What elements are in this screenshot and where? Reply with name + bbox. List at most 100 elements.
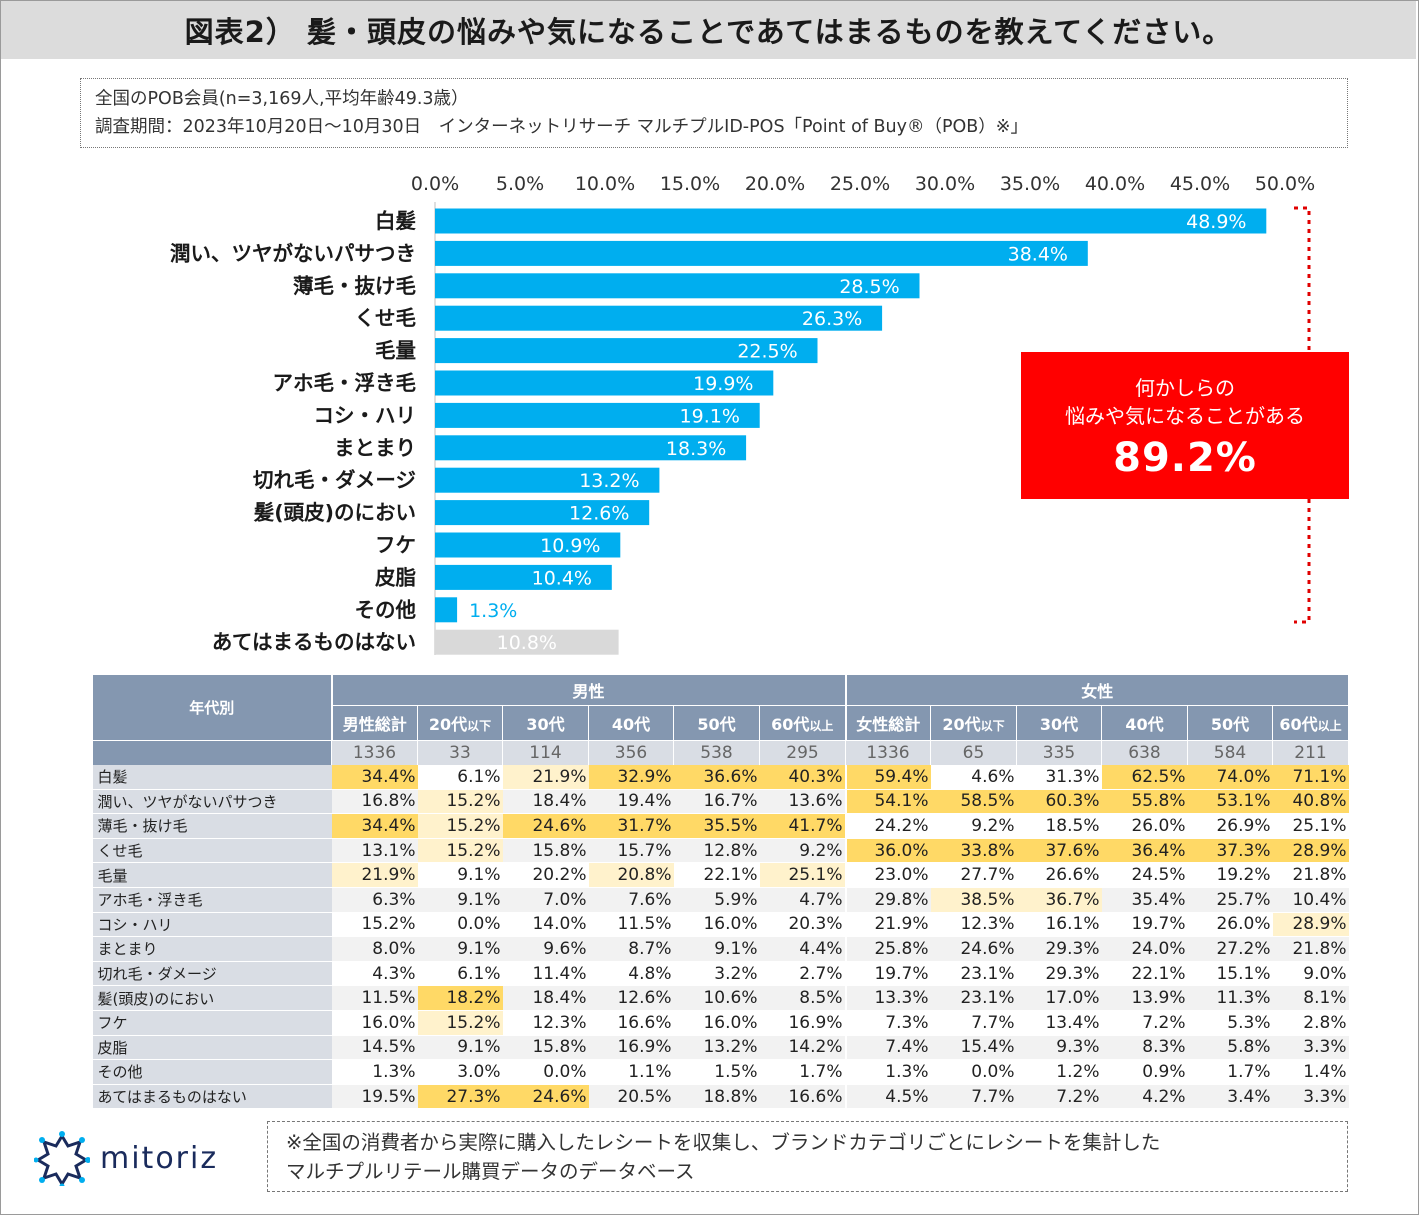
table-cell: 15.2% xyxy=(331,912,418,938)
category-label: くせ毛 xyxy=(355,306,417,330)
bar xyxy=(435,532,621,558)
table-cell: 14.5% xyxy=(331,1035,418,1061)
table-cell: 12.3% xyxy=(502,1010,589,1036)
table-cell: 0.0% xyxy=(417,912,503,938)
table-row: 切れ毛・ダメージ 4.3% 6.1% 11.4% 4.8% 3.2% 2.7% 19.7% 23… xyxy=(92,961,1349,987)
x-tick-label: 50.0% xyxy=(1255,173,1315,195)
group-header-female: 女性 xyxy=(845,674,1349,706)
table-cell: 7.7% xyxy=(930,1084,1017,1110)
bar xyxy=(435,273,920,299)
table-cell: 9.2% xyxy=(930,813,1017,839)
category-label: 潤い、ツヤがないパサつき xyxy=(170,241,416,265)
row-label: コシ・ハリ xyxy=(92,912,332,938)
table-cell: 38.5% xyxy=(930,887,1017,913)
table-cell: 4.5% xyxy=(845,1084,931,1110)
table-cell: 8.3% xyxy=(1101,1035,1188,1061)
row-label: 切れ毛・ダメージ xyxy=(92,961,332,987)
table-cell: 7.7% xyxy=(930,1010,1017,1036)
table-cell: 3.4% xyxy=(1187,1084,1273,1110)
table-cell: 9.0% xyxy=(1272,961,1349,987)
table-cell: 7.2% xyxy=(1016,1084,1102,1110)
category-label: あてはまるものはない xyxy=(212,630,416,654)
table-row: くせ毛 13.1% 15.2% 15.8% 15.7% 12.8% 9.2% 36.0% 33.… xyxy=(92,838,1349,864)
table-cell: 15.2% xyxy=(417,813,503,839)
table-cell: 8.1% xyxy=(1272,985,1349,1011)
sample-size-cell: 584 xyxy=(1187,740,1273,765)
table-cell: 36.4% xyxy=(1101,838,1188,864)
bar xyxy=(435,500,650,526)
row-label: フケ xyxy=(92,1010,332,1036)
table-cell: 5.9% xyxy=(673,887,760,913)
x-tick-label: 35.0% xyxy=(1000,173,1060,195)
age-column-label: 60代 xyxy=(771,715,810,734)
table-cell: 9.6% xyxy=(502,936,589,962)
table-cell: 4.3% xyxy=(331,961,418,987)
category-label: その他 xyxy=(355,598,417,622)
table-cell: 5.3% xyxy=(1187,1010,1273,1036)
table-cell: 34.4% xyxy=(331,813,418,839)
table-cell: 16.8% xyxy=(331,789,418,815)
table-row: フケ 16.0% 15.2% 12.3% 16.6% 16.0% 16.9% 7.3% 7.7%… xyxy=(92,1010,1349,1036)
table-cell: 21.9% xyxy=(845,912,931,938)
summary-callout: 何かしらの 悩みや気になることがある 89.2% xyxy=(1021,352,1349,499)
table-cell: 27.3% xyxy=(417,1084,503,1110)
table-cell: 10.4% xyxy=(1272,887,1349,913)
table-cell: 11.5% xyxy=(331,985,418,1011)
table-cell: 36.7% xyxy=(1016,887,1102,913)
table-cell: 27.7% xyxy=(930,862,1017,888)
table-cell: 5.8% xyxy=(1187,1035,1273,1061)
table-cell: 6.3% xyxy=(331,887,418,913)
table-cell: 4.6% xyxy=(930,765,1017,790)
table-cell: 16.9% xyxy=(588,1035,674,1061)
table-row: コシ・ハリ 15.2% 0.0% 14.0% 11.5% 16.0% 20.3% 21.9% 1… xyxy=(92,912,1349,938)
callout-value: 89.2% xyxy=(1113,435,1257,481)
table-cell: 4.8% xyxy=(588,961,674,987)
table-cell: 31.3% xyxy=(1016,765,1102,790)
bar xyxy=(435,597,458,623)
table-cell: 18.4% xyxy=(502,789,589,815)
table-cell: 16.0% xyxy=(331,1010,418,1036)
table-cell: 36.6% xyxy=(673,765,760,790)
x-tick-label: 40.0% xyxy=(1085,173,1145,195)
table-cell: 25.1% xyxy=(759,862,847,888)
table-cell: 3.3% xyxy=(1272,1084,1349,1110)
table-cell: 20.2% xyxy=(502,862,589,888)
table-cell: 3.0% xyxy=(417,1059,503,1085)
table-cell: 15.2% xyxy=(417,1010,503,1036)
table-cell: 16.6% xyxy=(759,1084,847,1110)
table-cell: 19.2% xyxy=(1187,862,1273,888)
table-cell: 1.7% xyxy=(759,1059,847,1085)
category-label: 白髪 xyxy=(375,209,416,233)
bar-value-label: 26.3% xyxy=(802,308,862,330)
table-cell: 37.3% xyxy=(1187,838,1273,864)
table-cell: 23.0% xyxy=(845,862,931,888)
table-cell: 7.3% xyxy=(845,1010,931,1036)
table-cell: 26.9% xyxy=(1187,813,1273,839)
table-cell: 9.1% xyxy=(417,1035,503,1061)
table-cell: 15.4% xyxy=(930,1035,1017,1061)
table-cell: 15.2% xyxy=(417,789,503,815)
category-label: アホ毛・浮き毛 xyxy=(273,371,417,395)
bar xyxy=(435,240,1088,266)
table-cell: 22.1% xyxy=(673,862,760,888)
table-cell: 58.5% xyxy=(930,789,1017,815)
table-cell: 26.6% xyxy=(1016,862,1102,888)
table-cell: 14.0% xyxy=(502,912,589,938)
table-cell: 3.3% xyxy=(1272,1035,1349,1061)
bar xyxy=(435,564,612,590)
table-cell: 13.4% xyxy=(1016,1010,1102,1036)
age-column-header: 男性総計 xyxy=(331,705,418,741)
table-cell: 15.7% xyxy=(588,838,674,864)
x-tick-label: 0.0% xyxy=(411,173,459,195)
row-label: くせ毛 xyxy=(92,838,332,864)
age-column-label: 20代 xyxy=(942,715,981,734)
row-label: その他 xyxy=(92,1059,332,1085)
table-cell: 12.6% xyxy=(588,985,674,1011)
table-cell: 20.5% xyxy=(588,1084,674,1110)
table-cell: 24.0% xyxy=(1101,936,1188,962)
bar-value-label: 22.5% xyxy=(737,341,797,363)
table-cell: 18.4% xyxy=(502,985,589,1011)
table-cell: 7.6% xyxy=(588,887,674,913)
table-corner-header: 年代別 xyxy=(92,674,333,741)
table-cell: 60.3% xyxy=(1016,789,1102,815)
